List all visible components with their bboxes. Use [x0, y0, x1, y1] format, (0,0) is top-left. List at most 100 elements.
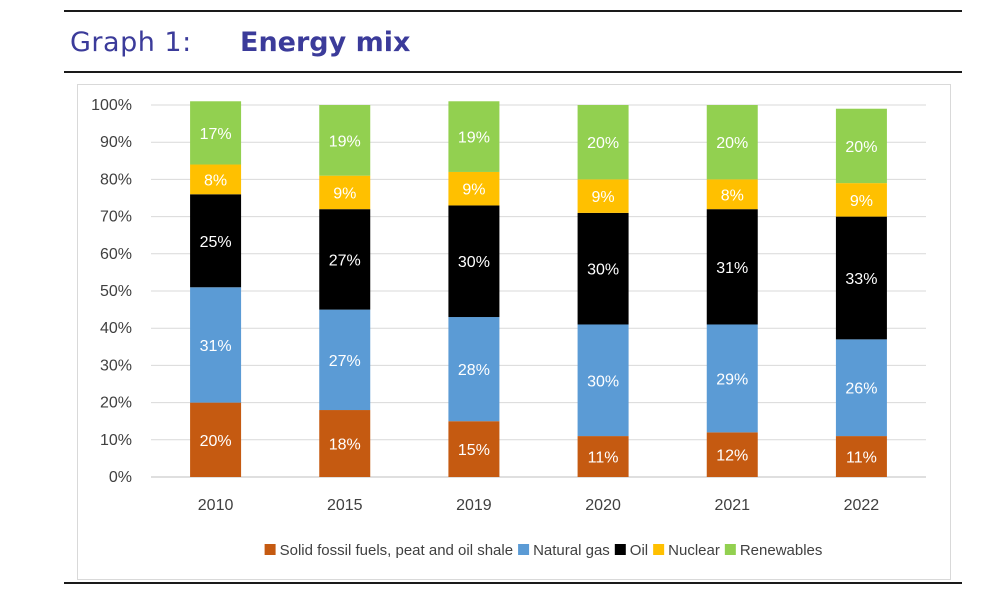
bar-segment	[319, 309, 371, 411]
bar-segment	[835, 436, 887, 477]
legend-item: Nuclear	[653, 542, 720, 559]
bar-segment	[319, 410, 371, 477]
legend-item: Renewables	[724, 542, 823, 559]
y-tick-label: 90%	[100, 134, 132, 151]
bar-segment	[319, 105, 371, 176]
y-tick-label: 100%	[91, 97, 132, 114]
bar-segment	[190, 194, 242, 288]
y-tick-label: 50%	[100, 283, 132, 300]
bar-segment	[835, 108, 887, 184]
data-label: 27%	[329, 252, 361, 269]
y-tick-label: 40%	[100, 320, 132, 337]
grid-lines	[151, 104, 926, 478]
y-axis-ticks: 0% 10% 20% 30% 40% 50% 60% 70% 80% 90% 100%	[91, 97, 132, 486]
data-label: 8%	[721, 187, 744, 204]
header-rule	[64, 71, 962, 73]
x-tick-label: 2021	[714, 497, 750, 514]
data-label: 26%	[845, 381, 877, 398]
data-label: 30%	[587, 262, 619, 279]
data-label: 12%	[716, 448, 748, 465]
legend-swatch	[724, 544, 736, 555]
y-tick-label: 70%	[100, 209, 132, 226]
bar-segment	[706, 324, 758, 433]
bar-segment	[835, 183, 887, 217]
bar-segment	[448, 101, 500, 172]
legend-swatch	[653, 544, 665, 555]
bar-segment	[577, 436, 629, 477]
graph-title: Energy mix	[240, 26, 411, 58]
data-label: 20%	[845, 139, 877, 156]
top-rule	[64, 10, 962, 12]
bar-segment	[706, 105, 758, 180]
data-label: 33%	[845, 271, 877, 288]
legend-swatch	[264, 544, 276, 555]
bar-segment	[190, 402, 242, 477]
bar-segment	[706, 432, 758, 477]
bar-segment	[835, 339, 887, 437]
bar-segment	[319, 175, 371, 210]
bar-segment	[577, 324, 629, 437]
legend-label: Oil	[630, 542, 648, 559]
legend-label: Renewables	[740, 542, 823, 559]
bar-segment	[577, 179, 629, 213]
graph-number-label: Graph 1:	[70, 26, 192, 58]
legend-label: Solid fossil fuels, peat and oil shale	[280, 542, 513, 559]
bar-segment	[577, 212, 629, 325]
bar-segment	[190, 101, 242, 165]
data-label: 19%	[458, 130, 490, 147]
bars: 20% 31% 25% 8% 17% 18% 27% 27% 9% 19% 15% 28% 30% 9% 1…	[190, 101, 887, 477]
y-tick-label: 30%	[100, 357, 132, 374]
data-label: 27%	[329, 353, 361, 370]
data-label: 17%	[200, 126, 232, 143]
legend-item: Natural gas	[518, 542, 610, 559]
x-tick-label: 2010	[198, 497, 234, 514]
bar-segment	[190, 287, 242, 403]
data-label: 9%	[333, 185, 356, 202]
bar-segment	[448, 205, 500, 318]
bar-segment	[706, 209, 758, 325]
bar-segment	[448, 421, 500, 477]
data-label: 30%	[458, 254, 490, 271]
data-label: 11%	[846, 450, 877, 467]
data-label: 9%	[850, 193, 873, 210]
data-label: 29%	[716, 371, 748, 388]
bar-segment	[448, 171, 500, 206]
data-label: 25%	[200, 234, 232, 251]
x-axis-ticks: 2010 2015 2019 2020 2021 2022	[198, 497, 880, 514]
graph-header: Graph 1: Energy mix	[70, 20, 410, 64]
x-tick-label: 2022	[844, 497, 880, 514]
y-tick-label: 10%	[100, 432, 132, 449]
y-tick-label: 80%	[100, 171, 132, 188]
x-tick-label: 2020	[585, 497, 621, 514]
chart-frame	[77, 84, 951, 580]
legend-swatch	[518, 544, 530, 555]
data-label: 8%	[204, 172, 227, 189]
data-label: 30%	[587, 373, 619, 390]
y-tick-label: 60%	[100, 246, 132, 263]
bar-segment	[448, 317, 500, 422]
data-label: 28%	[458, 362, 490, 379]
y-tick-label: 20%	[100, 395, 132, 412]
data-label: 11%	[588, 450, 619, 467]
legend-label: Natural gas	[533, 542, 610, 559]
data-label: 20%	[200, 433, 232, 450]
data-label: 20%	[587, 135, 619, 152]
legend: Solid fossil fuels, peat and oil shale Na…	[264, 542, 823, 559]
data-label: 9%	[592, 189, 615, 206]
bar-segment	[835, 216, 887, 340]
data-label: 18%	[329, 437, 361, 454]
data-label: 31%	[200, 338, 232, 355]
bar-segment	[577, 105, 629, 180]
data-label: 9%	[462, 182, 485, 199]
bar-segment	[706, 179, 758, 210]
legend-item: Oil	[614, 542, 648, 559]
legend-swatch	[614, 544, 626, 555]
bar-segment	[319, 209, 371, 310]
data-label: 20%	[716, 135, 748, 152]
bar-segment	[190, 164, 242, 195]
y-tick-label: 0%	[109, 469, 132, 486]
x-tick-label: 2019	[456, 497, 492, 514]
data-label: 19%	[329, 133, 361, 150]
bottom-rule	[64, 582, 962, 584]
